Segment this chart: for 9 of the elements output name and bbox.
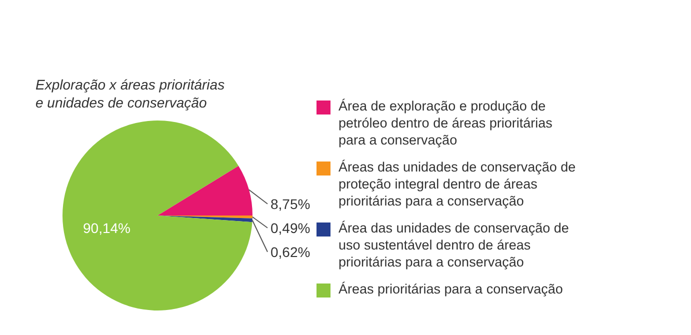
data-label: 8,75%	[270, 196, 310, 212]
chart-title: Exploração x áreas prioritárias e unidades de conservação	[36, 76, 225, 110]
legend-label: Área de exploração e produção de petróleo dentro de áreas prioritárias para a conservação	[338, 98, 553, 148]
data-label: 0,49%	[270, 220, 310, 236]
data-label: 90,14%	[83, 220, 130, 236]
legend-label: Áreas prioritárias para a conservação	[338, 282, 563, 296]
legend-label: Áreas das unidades de conservação de proteção integral dentro de áreas prioritárias para a conservação	[338, 160, 576, 208]
legend-label: Área das unidades de conservação de uso sustentável dentro de áreas prioritárias para a conservação	[338, 220, 569, 270]
data-label: 0,62%	[270, 244, 310, 260]
